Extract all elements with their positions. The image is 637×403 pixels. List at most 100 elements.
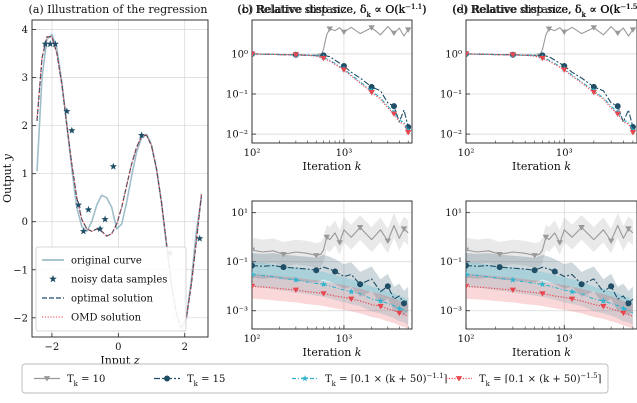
data-sample-star <box>41 40 49 48</box>
y-tick-label: 4 <box>22 25 28 36</box>
series-band <box>252 262 409 326</box>
text-run: ⌉ <box>598 374 602 385</box>
text-run: z <box>133 354 140 367</box>
x-tick-label: 10² <box>458 334 475 345</box>
series-marker <box>607 238 615 245</box>
superscript: −1.5 <box>621 3 637 11</box>
text-run: (b) Relative distance, <box>238 3 360 16</box>
series-marker <box>509 276 517 283</box>
series-marker <box>608 283 615 290</box>
x-tick-label: −2 <box>45 342 60 353</box>
text-run: Iteration <box>512 160 564 173</box>
series-marker <box>466 51 470 57</box>
series-marker <box>377 304 384 310</box>
text-run: ) <box>422 3 426 16</box>
x-tick-label: 2 <box>182 342 188 353</box>
superscript: −1.1 <box>427 372 444 380</box>
y-tick-label: 10⁰ <box>445 49 462 60</box>
data-sample-star <box>74 201 83 208</box>
series-marker <box>313 267 320 274</box>
series-marker <box>336 240 343 246</box>
text-run: Iteration <box>303 160 355 173</box>
series-marker <box>377 297 384 304</box>
subscript: k <box>582 11 587 19</box>
series-marker <box>496 264 503 271</box>
text-run: δ <box>575 3 582 16</box>
x-tick-label: 10² <box>244 148 261 159</box>
series-line <box>252 273 409 314</box>
series-marker <box>590 89 598 96</box>
subscript: k <box>74 380 79 388</box>
y-tick-label: 10⁻¹ <box>226 89 248 100</box>
legend-label: Tk = ⌈0.1 × (k + 50)−1.5⌉ <box>479 372 602 388</box>
series-marker <box>313 253 320 259</box>
series-marker <box>390 30 398 37</box>
legend: original curve noisy data samples optimal … <box>35 246 187 332</box>
text-run: (d) Relative distance, <box>453 3 575 16</box>
text-run: k <box>564 346 571 359</box>
text-run: = ⌈0.1 × (k + 50) <box>336 374 427 385</box>
series-marker <box>368 25 375 31</box>
legend-key-marker <box>301 375 309 382</box>
data-sample-star <box>68 126 76 134</box>
text-run: Iteration <box>303 346 355 359</box>
series-marker <box>561 29 568 36</box>
series-marker <box>539 55 546 62</box>
text-run: Output <box>1 160 14 203</box>
y-tick-label: 10⁻¹ <box>440 89 462 100</box>
series-marker <box>384 283 391 290</box>
series-marker <box>390 103 397 110</box>
text-run: = ⌈0.1 × (k + 50) <box>490 374 581 385</box>
series-marker <box>340 67 348 73</box>
series-marker <box>614 30 621 37</box>
series-marker <box>620 310 627 317</box>
subscript: k <box>366 11 371 19</box>
text-run: y <box>1 153 14 161</box>
data-sample-star <box>109 162 117 170</box>
series-marker <box>600 297 607 304</box>
text-run: ∝ O(k <box>371 3 406 16</box>
subscript: k <box>194 380 199 388</box>
panel-title: (c) Relative step size, δk ∝ O(k−1.1) <box>237 3 426 19</box>
y-tick-label: 10⁰ <box>231 49 248 60</box>
series-marker <box>252 271 256 278</box>
series-marker <box>568 288 576 295</box>
text-run: = 15 <box>198 374 225 385</box>
legend-key-marker <box>164 375 170 382</box>
superscript: −1.1 <box>405 3 422 11</box>
y-tick-label: −1 <box>13 265 28 276</box>
series-marker <box>578 281 585 288</box>
series-marker <box>292 52 300 58</box>
series-marker <box>466 271 470 278</box>
text-run: T <box>187 374 194 385</box>
series-line <box>252 224 409 257</box>
y-tick-label: 10⁻³ <box>226 306 248 317</box>
bottom-legend: Tk = 10 Tk = 15 Tk = ⌈0.1 × (k + 50)−1.1⌉ T… <box>21 363 609 394</box>
y-tick-label: 10¹ <box>231 208 248 219</box>
plot-area <box>466 25 637 136</box>
text-run: k <box>564 160 571 173</box>
series-marker <box>356 225 364 231</box>
series-marker <box>404 27 412 33</box>
series-line <box>466 53 634 128</box>
y-tick-label: 10⁻¹ <box>226 257 248 268</box>
text-run: ∝ O(k <box>371 3 406 16</box>
series-band <box>466 273 633 329</box>
superscript: −1.1 <box>405 3 422 11</box>
series-marker <box>629 130 637 136</box>
series-marker <box>629 27 637 33</box>
series-marker <box>539 280 546 287</box>
series-marker <box>326 26 333 32</box>
text-run: (a) Illustration of the regression <box>29 3 208 16</box>
legend-label: original curve <box>71 256 142 267</box>
x-tick-label: 10² <box>244 334 261 345</box>
series-line <box>466 53 634 132</box>
plot-area <box>252 213 409 329</box>
data-sample-star <box>46 40 54 48</box>
series-marker <box>323 234 330 241</box>
y-tick-label: 10⁻² <box>226 130 248 141</box>
x-axis-label: Iteration k <box>512 346 571 359</box>
text-run: k <box>355 160 362 173</box>
series-marker <box>578 225 585 231</box>
